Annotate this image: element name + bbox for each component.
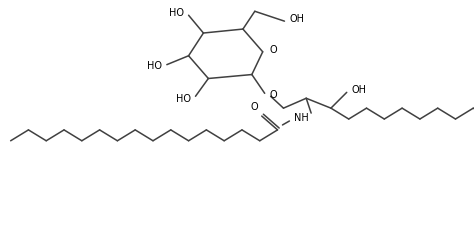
Text: O: O (269, 45, 277, 55)
Text: O: O (269, 90, 277, 100)
Text: HO: HO (175, 94, 190, 104)
Text: HO: HO (147, 61, 161, 71)
Text: OH: OH (351, 85, 366, 95)
Text: O: O (249, 102, 257, 112)
Text: HO: HO (169, 8, 183, 18)
Text: OH: OH (289, 14, 304, 24)
Text: NH: NH (293, 113, 308, 123)
